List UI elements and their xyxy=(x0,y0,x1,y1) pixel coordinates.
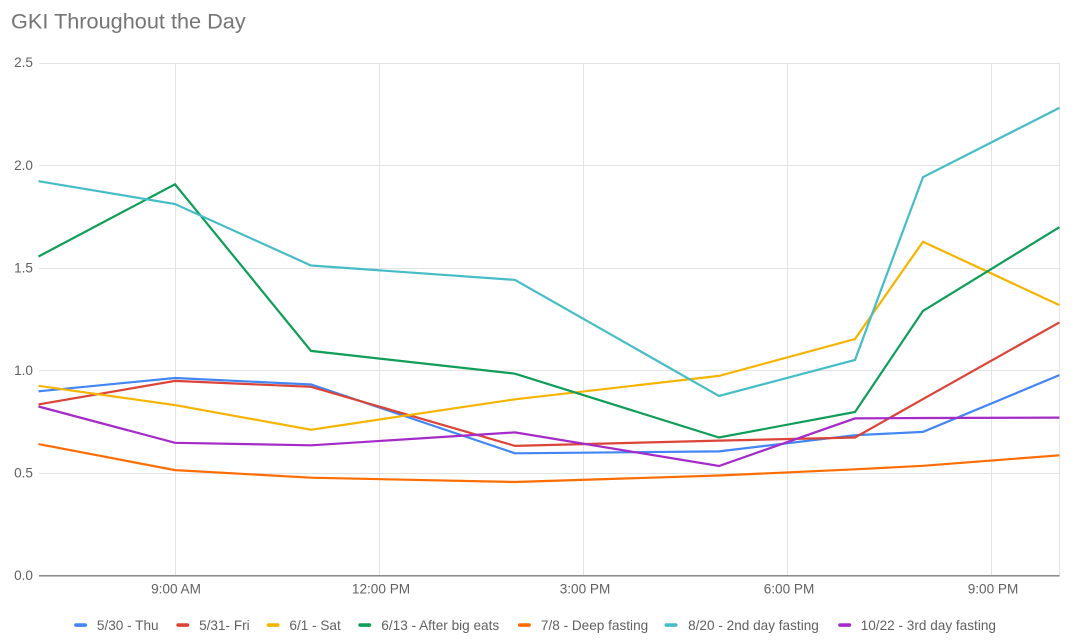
svg-text:12:00 PM: 12:00 PM xyxy=(352,581,410,596)
svg-text:GKI Throughout the Day: GKI Throughout the Day xyxy=(11,8,246,33)
svg-text:0.5: 0.5 xyxy=(14,466,33,481)
svg-text:6/13 - After big eats: 6/13 - After big eats xyxy=(381,618,499,633)
svg-text:7/8 - Deep fasting: 7/8 - Deep fasting xyxy=(541,618,648,633)
svg-text:1.5: 1.5 xyxy=(14,260,33,275)
svg-text:9:00 AM: 9:00 AM xyxy=(151,581,201,596)
svg-text:9:00 PM: 9:00 PM xyxy=(968,581,1019,596)
svg-text:0.0: 0.0 xyxy=(14,568,33,583)
svg-text:6/1 - Sat: 6/1 - Sat xyxy=(289,618,341,633)
svg-text:3:00 PM: 3:00 PM xyxy=(560,581,611,596)
svg-text:2.5: 2.5 xyxy=(14,55,33,70)
svg-text:6:00 PM: 6:00 PM xyxy=(764,581,815,596)
svg-text:8/20 - 2nd day fasting: 8/20 - 2nd day fasting xyxy=(688,618,819,633)
svg-text:10/22 - 3rd day fasting: 10/22 - 3rd day fasting xyxy=(861,618,996,633)
svg-text:5/30 - Thu: 5/30 - Thu xyxy=(97,618,159,633)
svg-text:5/31- Fri: 5/31- Fri xyxy=(199,618,250,633)
svg-text:2.0: 2.0 xyxy=(14,158,33,173)
svg-text:1.0: 1.0 xyxy=(14,363,33,378)
